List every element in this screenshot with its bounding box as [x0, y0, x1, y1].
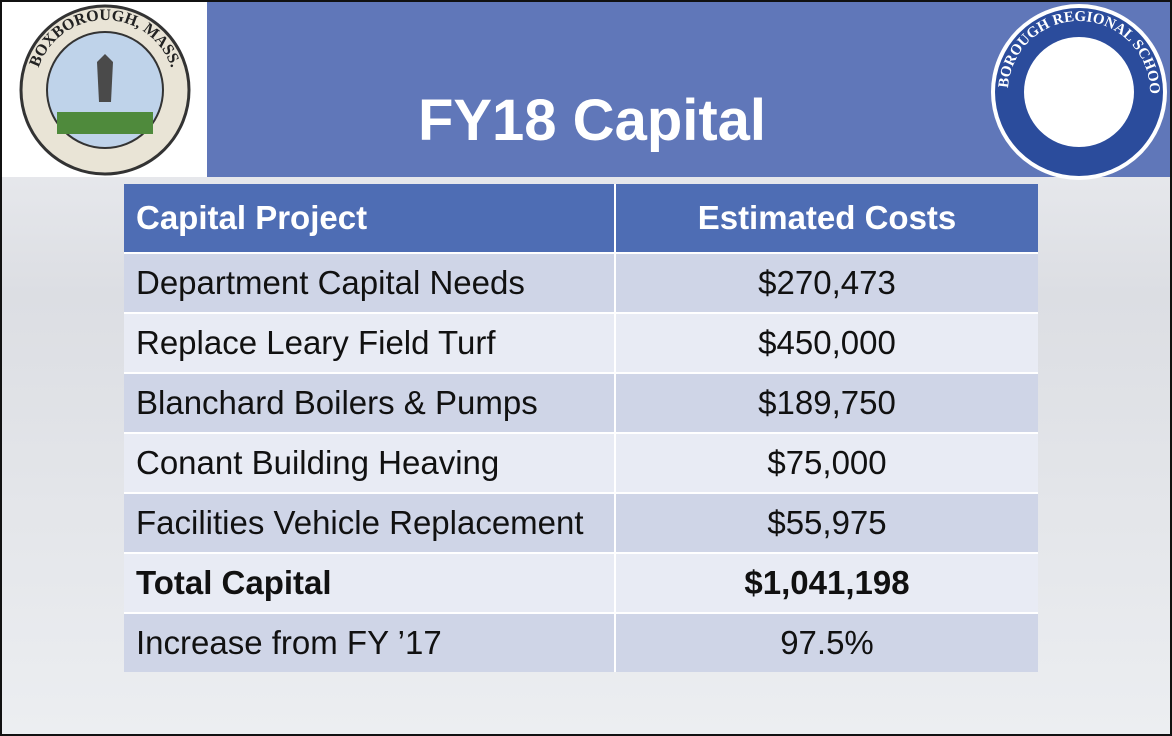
table-row: Facilities Vehicle Replacement $55,975 [124, 492, 1038, 552]
table-cell: $75,000 [767, 444, 887, 481]
left-seal: BOXBOROUGH, MASS. [19, 4, 191, 176]
table-row: Conant Building Heaving $75,000 [124, 432, 1038, 492]
left-seal-box: BOXBOROUGH, MASS. [2, 2, 207, 177]
right-seal: ACTON-BOXBOROUGH REGIONAL SCHOOL DISTRIC… [987, 2, 1167, 180]
table-cell: Department Capital Needs [124, 254, 616, 312]
header-row: Capital Project Estimated Costs [124, 184, 1038, 252]
table-cell: $450,000 [758, 324, 896, 361]
table-cell: Conant Building Heaving [124, 434, 616, 492]
table-cell: $55,975 [767, 504, 887, 541]
table-row: Total Capital $1,041,198 [124, 552, 1038, 612]
table-cell: Replace Leary Field Turf [124, 314, 616, 372]
slide-title: FY18 Capital [417, 88, 767, 153]
table-cell: Total Capital [124, 554, 616, 612]
table-cell: $270,473 [758, 264, 896, 301]
column-header: Capital Project [124, 184, 616, 252]
table-cell: Increase from FY ’17 [124, 614, 616, 672]
column-header: Estimated Costs [697, 199, 957, 236]
table-cell: 97.5% [780, 624, 874, 661]
table-row: Replace Leary Field Turf $450,000 [124, 312, 1038, 372]
table-cell: Blanchard Boilers & Pumps [124, 374, 616, 432]
cost-table: Capital Project Estimated Costs Department… [124, 184, 1038, 672]
table-row: Blanchard Boilers & Pumps $189,750 [124, 372, 1038, 432]
table-row: Department Capital Needs $270,473 [124, 252, 1038, 312]
table-cell: Facilities Vehicle Replacement [124, 494, 616, 552]
table-cell: $189,750 [758, 384, 896, 421]
table-cell: $1,041,198 [744, 564, 910, 601]
table-row: Increase from FY ’17 97.5% [124, 612, 1038, 672]
